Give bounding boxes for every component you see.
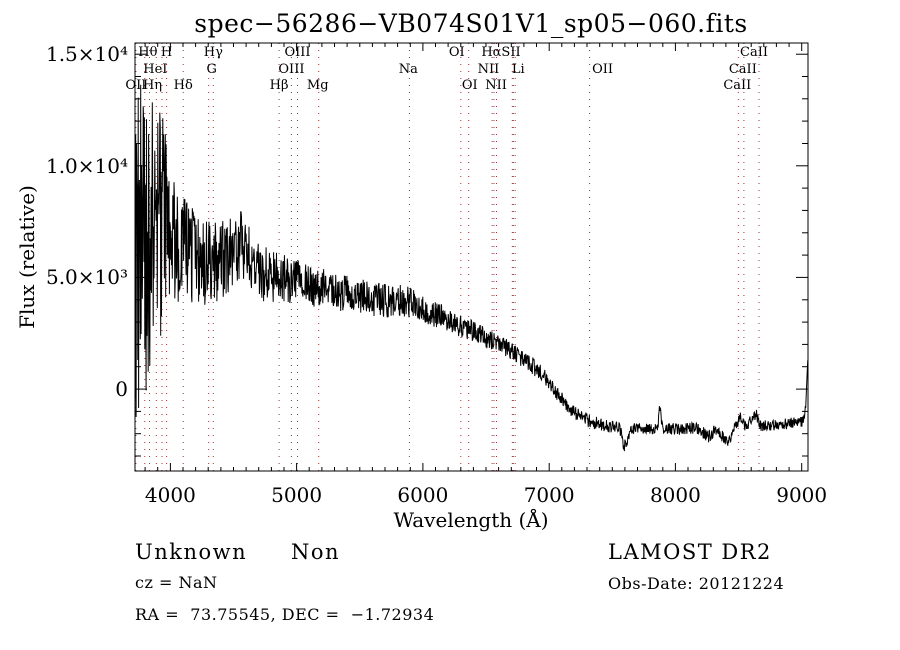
spectral-line-label-nii: NII [477, 61, 500, 77]
x-tick-label-6000: 6000 [397, 483, 449, 507]
plot-border [134, 42, 809, 472]
spectral-line-label-nii: NII [485, 78, 507, 93]
classification-text: Unknown [135, 540, 248, 564]
spectral-line-label-hei: HeI [143, 61, 168, 77]
x-tick-label-8000: 8000 [649, 483, 701, 507]
spectral-line-label-oii: OII [592, 61, 614, 77]
x-tick-label-4000: 4000 [144, 483, 196, 507]
cz-value-text: cz = NaN [135, 573, 218, 592]
spectral-line-label-oii: OII [125, 78, 147, 93]
spectral-line-label-li: Li [511, 61, 525, 77]
spectral-line-label-hαsii: HαSII [481, 45, 521, 60]
y-axis-label: Flux (relative) [15, 185, 39, 329]
spectral-line-label-hβ: Hβ [269, 78, 289, 93]
x-tick-label-9000: 9000 [776, 483, 828, 507]
ra-dec-text: RA = 73.75545, DEC = −1.72934 [135, 605, 435, 624]
x-tick-label-7000: 7000 [523, 483, 575, 507]
release-text: LAMOST DR2 [608, 540, 772, 564]
spectral-line-label-g: G [206, 61, 217, 77]
x-tick-label-5000: 5000 [271, 483, 323, 507]
spectral-line-label-hθ: Hθ [138, 45, 158, 60]
spectral-line-label-oi: OI [461, 78, 478, 93]
y-tick-label-15000: 1.5×10⁴ [45, 42, 128, 67]
subclass-text: Non [291, 540, 341, 564]
spectral-line-label-hη: Hη [142, 78, 163, 93]
spectral-line-label-caii: CaII [740, 45, 768, 60]
spectral-line-label-oi: OI [448, 45, 465, 60]
spectral-line-label-oiii: OIII [278, 61, 305, 77]
y-tick-label-5000: 5.0×10³ [45, 265, 128, 290]
spectral-line-label-oiii: OIII [284, 45, 311, 60]
spectral-line-label-caii: CaII [728, 61, 757, 77]
spectral-line-label-caii: CaII [723, 78, 752, 93]
plot-title: spec−56286−VB074S01V1_sp05−060.fits [194, 9, 748, 38]
x-axis-label: Wavelength (Å) [393, 508, 549, 532]
y-tick-label-10000: 1.0×10⁴ [45, 153, 128, 178]
spectral-line-label-hγ: Hγ [203, 45, 223, 60]
spectral-line-label-mg: Mg [306, 78, 329, 93]
spectral-line-label-hδ: Hδ [173, 78, 193, 93]
spectral-line-label-na: Na [398, 61, 418, 77]
spectrum-trace [134, 84, 809, 452]
obs-date-text: Obs-Date: 20121224 [608, 574, 785, 593]
y-tick-label-0: 0 [115, 377, 128, 402]
spectral-line-label-h: H [160, 45, 173, 60]
